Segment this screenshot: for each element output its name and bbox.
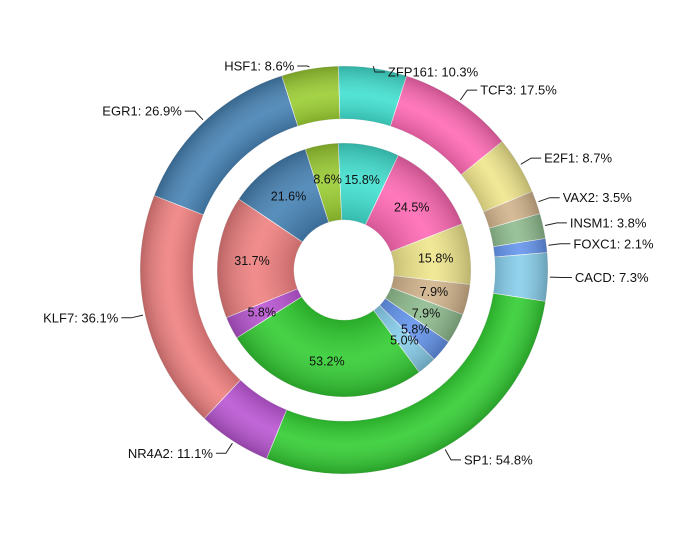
inner-slice-label-6: 7.9% [412,306,441,320]
outer-slice-cacd[interactable] [493,253,548,302]
leader-line-nr4a2 [216,443,233,453]
outer-label-nr4a2: NR4A2: 11.1% [128,446,213,461]
outer-label-sp1: SP1: 54.8% [464,452,533,467]
outer-label-cacd: CACD: 7.3% [575,270,649,285]
outer-label-vax2: VAX2: 3.5% [563,190,633,205]
outer-label-e2f1: E2F1: 8.7% [544,151,612,166]
outer-label-zfp161: ZFP161: 10.3% [388,65,479,80]
inner-slice-label-1: 8.6% [313,173,342,187]
outer-label-foxc1: FOXC1: 2.1% [573,236,654,251]
outer-ring [140,66,548,474]
leader-line-sp1 [445,450,461,460]
leader-line-insm1 [545,223,567,226]
leader-line-e2f1 [521,158,541,164]
outer-label-tcf3: TCF3: 17.5% [480,83,557,98]
outer-label-egr1: EGR1: 26.9% [102,104,182,119]
inner-slice-label-11: 31.7% [234,254,269,268]
inner-slice-label-5: 7.9% [420,285,449,299]
outer-label-hsf1: HSF1: 8.6% [224,59,295,74]
leader-line-tcf3 [460,90,477,100]
inner-slice-label-12: 21.6% [271,190,306,204]
leader-line-klf7 [121,315,143,318]
inner-slice-label-3: 24.5% [394,200,429,214]
outer-label-klf7: KLF7: 36.1% [43,310,119,325]
leader-line-egr1 [185,111,203,120]
inner-slice-label-4: 15.8% [418,252,453,266]
leader-line-foxc1 [549,244,571,246]
leader-line-vax2 [538,198,559,202]
leader-line-hsf1 [297,66,309,67]
inner-slice-label-2: 15.8% [344,173,379,187]
outer-label-insm1: INSM1: 3.8% [570,215,647,230]
inner-slice-label-8: 5.0% [390,334,419,348]
inner-slice-label-9: 53.2% [309,354,344,368]
inner-slice-label-10: 5.8% [247,306,276,320]
outer-labels: HSF1: 8.6% ZFP161: 10.3%TCF3: 17.5% E2F1: … [43,59,654,468]
